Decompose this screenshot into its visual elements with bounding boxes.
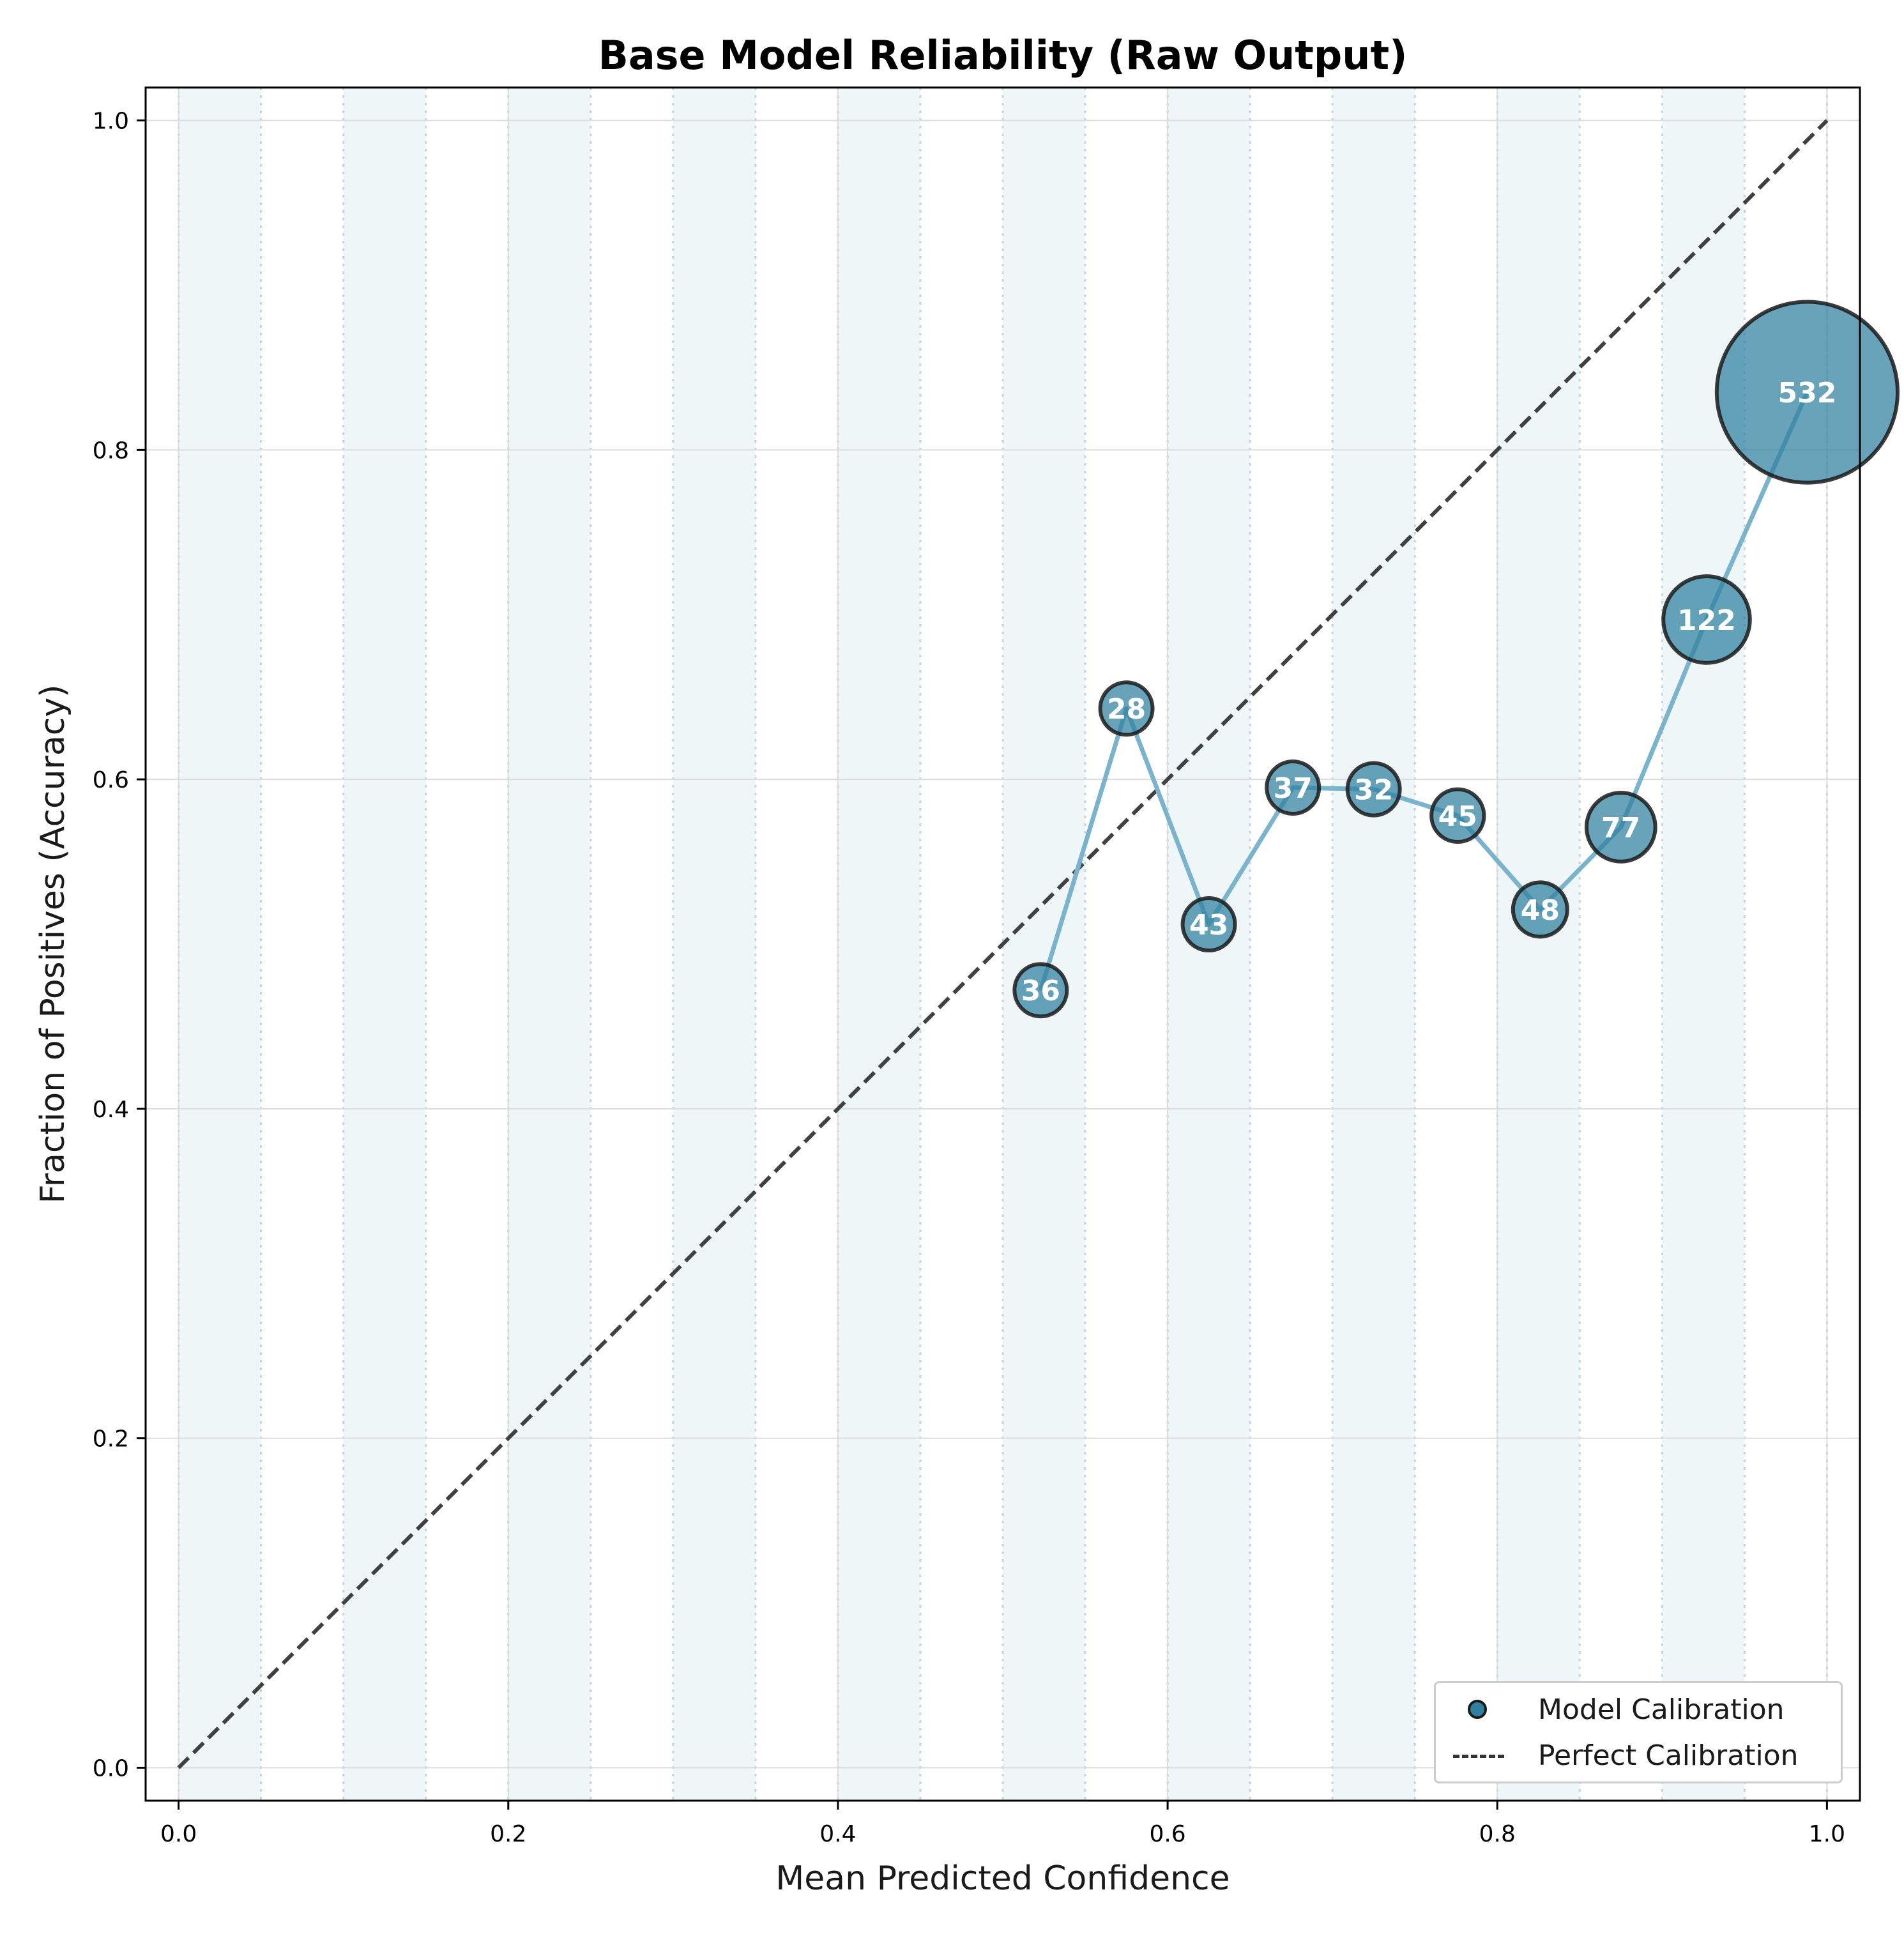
calibration-point [1584, 791, 1657, 864]
calibration-point [1511, 880, 1569, 939]
model-calibration-points: 36 28 43 37 32 45 48 77 122 532 [1012, 300, 1900, 1019]
legend-item-model-calibration: Model Calibration [1436, 1688, 1841, 1733]
y-tick-label: 0.8 [93, 438, 129, 464]
calibration-point [1098, 680, 1155, 737]
calibration-point [1429, 787, 1486, 844]
calibration-point [1180, 896, 1237, 953]
point-count-label: 36 [1021, 975, 1060, 1007]
calibration-point [1345, 761, 1402, 818]
point-count-label: 28 [1107, 693, 1146, 726]
bin-band [508, 88, 591, 1801]
bin-band [837, 88, 920, 1801]
bin-band [1497, 88, 1580, 1801]
point-count-label: 532 [1778, 377, 1836, 409]
point-count-label: 45 [1438, 800, 1477, 833]
model-calibration-line [1039, 391, 1809, 991]
calibration-point [1012, 962, 1069, 1019]
y-tick-label: 0.2 [93, 1426, 129, 1453]
bin-band [1003, 88, 1086, 1801]
x-tick-label: 1.0 [1809, 1821, 1845, 1847]
grid-lines [146, 88, 1860, 1801]
bin-band [343, 88, 426, 1801]
y-axis-label: Fraction of Positives (Accuracy) [34, 685, 72, 1204]
point-count-label: 122 [1677, 604, 1736, 637]
bin-bands [178, 88, 1828, 1801]
x-tick-label: 0.2 [490, 1821, 526, 1847]
bin-band [673, 88, 756, 1801]
x-axis-label: Mean Predicted Confidence [775, 1859, 1230, 1898]
y-tick-label: 0.4 [93, 1097, 129, 1123]
x-tick-label: 0.6 [1149, 1821, 1185, 1847]
calibration-point [1661, 574, 1752, 665]
y-tick-label: 1.0 [93, 109, 129, 135]
calibration-point [1714, 300, 1900, 485]
point-count-label: 32 [1354, 774, 1393, 807]
y-tick-label: 0.6 [93, 767, 129, 793]
model-calibration-polyline [1039, 391, 1809, 991]
point-count-label: 43 [1189, 909, 1228, 942]
point-count-label: 77 [1601, 812, 1640, 844]
legend: Model Calibration Perfect Calibration [1434, 1681, 1843, 1783]
perfect-calibration-series [177, 119, 1829, 1769]
point-count-label: 37 [1274, 772, 1313, 805]
legend-item-perfect-calibration: Perfect Calibration [1436, 1734, 1841, 1779]
chart-title: Base Model Reliability (Raw Output) [598, 32, 1408, 79]
legend-dash-icon [1453, 1755, 1504, 1758]
calibration-point [1265, 759, 1321, 816]
plot-frame [144, 86, 1861, 1802]
bin-band [1332, 88, 1415, 1801]
axis-ticks: 0.0 0.2 0.4 0.6 0.8 1.0 0.0 0.2 0.4 0.6 0.8 1.0 [93, 109, 1845, 1847]
perfect-calibration-line [177, 119, 1829, 1769]
legend-marker-icon [1468, 1700, 1487, 1719]
x-tick-label: 0.4 [819, 1821, 856, 1847]
y-tick-label: 0.0 [93, 1755, 129, 1782]
legend-label: Perfect Calibration [1538, 1739, 1799, 1772]
x-tick-label: 0.0 [160, 1821, 197, 1847]
bin-band [178, 88, 261, 1801]
point-count-label: 48 [1521, 894, 1560, 927]
legend-label: Model Calibration [1538, 1693, 1785, 1726]
x-tick-label: 0.8 [1479, 1821, 1516, 1847]
